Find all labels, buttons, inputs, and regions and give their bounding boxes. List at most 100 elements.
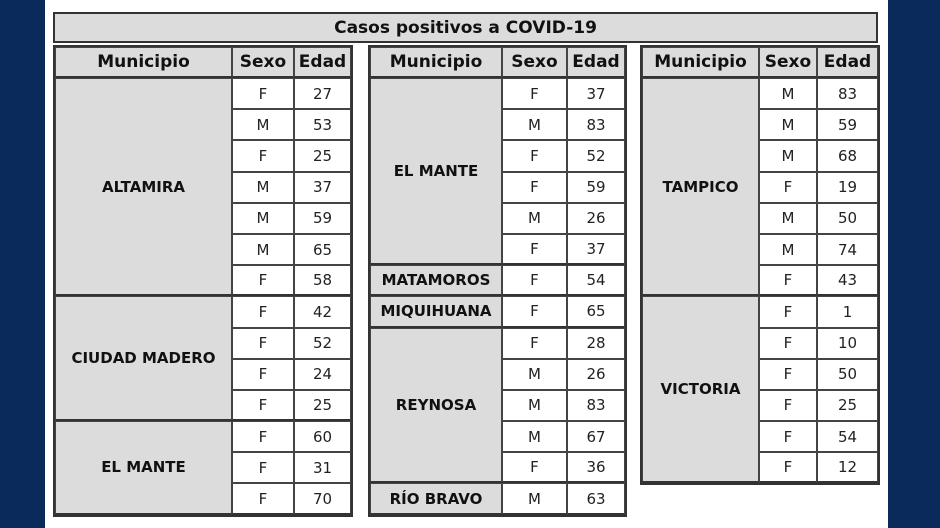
edad-cell: 68: [817, 140, 878, 172]
sexo-cell: F: [232, 140, 294, 172]
header-municipio: Municipio: [55, 47, 232, 78]
edad-cell: 65: [567, 296, 625, 328]
sexo-cell: F: [232, 327, 294, 359]
sexo-cell: M: [502, 389, 567, 422]
municipio-cell: RÍO BRAVO: [370, 483, 502, 515]
sexo-cell: M: [232, 202, 294, 234]
sexo-cell: F: [232, 78, 294, 110]
sexo-cell: F: [232, 389, 294, 422]
edad-cell: 59: [294, 202, 351, 234]
edad-cell: 26: [567, 358, 625, 390]
municipio-cell: MATAMOROS: [370, 265, 502, 297]
edad-cell: 10: [817, 327, 878, 359]
header-edad: Edad: [567, 47, 625, 78]
municipio-cell: REYNOSA: [370, 327, 502, 484]
municipio-cell: TAMPICO: [642, 78, 759, 297]
municipio-cell: ALTAMIRA: [55, 78, 232, 297]
sexo-cell: F: [759, 171, 817, 203]
municipio-cell: CIUDAD MADERO: [55, 296, 232, 422]
edad-cell: 37: [294, 171, 351, 203]
sexo-cell: M: [759, 109, 817, 141]
sexo-cell: F: [232, 358, 294, 390]
sexo-cell: F: [502, 233, 567, 266]
edad-cell: 37: [567, 233, 625, 266]
municipio-cell: MIQUIHUANA: [370, 296, 502, 328]
edad-cell: 65: [294, 233, 351, 266]
edad-cell: 27: [294, 78, 351, 110]
cases-table-left: Municipio Sexo Edad ALTAMIRA F 27 M 53 F 25 M 37 M 59…: [53, 45, 353, 517]
edad-cell: 52: [567, 140, 625, 172]
sexo-cell: M: [232, 171, 294, 203]
sexo-cell: F: [502, 140, 567, 172]
header-sexo: Sexo: [502, 47, 567, 78]
edad-cell: 59: [567, 171, 625, 203]
sexo-cell: F: [232, 296, 294, 328]
sexo-cell: F: [759, 389, 817, 422]
municipio-cell: VICTORIA: [642, 296, 759, 484]
edad-cell: 52: [294, 327, 351, 359]
edad-cell: 53: [294, 109, 351, 141]
cases-table-middle: Municipio Sexo Edad EL MANTE F 37 M 83 F 52 F 59 M 26…: [368, 45, 627, 517]
edad-cell: 74: [817, 233, 878, 266]
edad-cell: 50: [817, 202, 878, 234]
cases-table-right: Municipio Sexo Edad TAMPICO M 83 M 59 M 68 F 19 M 50 M…: [640, 45, 880, 486]
municipio-cell: EL MANTE: [55, 421, 232, 515]
header-edad: Edad: [294, 47, 351, 78]
header-municipio: Municipio: [642, 47, 759, 78]
sexo-cell: M: [759, 202, 817, 234]
sexo-cell: F: [759, 452, 817, 484]
sexo-cell: F: [502, 78, 567, 110]
edad-cell: 26: [567, 202, 625, 234]
municipio-cell: EL MANTE: [370, 78, 502, 266]
sexo-cell: F: [232, 265, 294, 297]
sexo-cell: M: [759, 78, 817, 110]
edad-cell: 63: [567, 483, 625, 515]
edad-cell: 58: [294, 265, 351, 297]
sexo-cell: F: [759, 421, 817, 453]
edad-cell: 1: [817, 296, 878, 328]
edad-cell: 36: [567, 452, 625, 484]
edad-cell: 83: [817, 78, 878, 110]
sexo-cell: F: [232, 421, 294, 453]
sexo-cell: M: [502, 358, 567, 390]
edad-cell: 50: [817, 358, 878, 390]
edad-cell: 83: [567, 389, 625, 422]
edad-cell: 43: [817, 265, 878, 297]
sexo-cell: F: [502, 452, 567, 484]
sexo-cell: M: [759, 140, 817, 172]
header-sexo: Sexo: [759, 47, 817, 78]
header-sexo: Sexo: [232, 47, 294, 78]
sexo-cell: F: [759, 296, 817, 328]
edad-cell: 54: [567, 265, 625, 297]
edad-cell: 25: [294, 389, 351, 422]
sexo-cell: F: [232, 483, 294, 515]
sexo-cell: F: [759, 265, 817, 297]
edad-cell: 12: [817, 452, 878, 484]
edad-cell: 19: [817, 171, 878, 203]
sexo-cell: M: [502, 483, 567, 515]
header-municipio: Municipio: [370, 47, 502, 78]
edad-cell: 70: [294, 483, 351, 515]
edad-cell: 83: [567, 109, 625, 141]
sexo-cell: F: [502, 327, 567, 359]
sexo-cell: M: [502, 109, 567, 141]
sexo-cell: F: [759, 327, 817, 359]
edad-cell: 31: [294, 452, 351, 484]
sexo-cell: F: [502, 265, 567, 297]
edad-cell: 24: [294, 358, 351, 390]
sexo-cell: F: [232, 452, 294, 484]
edad-cell: 54: [817, 421, 878, 453]
header-edad: Edad: [817, 47, 878, 78]
sexo-cell: F: [502, 171, 567, 203]
sexo-cell: M: [232, 233, 294, 266]
sexo-cell: M: [502, 421, 567, 453]
edad-cell: 37: [567, 78, 625, 110]
sexo-cell: M: [759, 233, 817, 266]
sexo-cell: M: [502, 202, 567, 234]
edad-cell: 67: [567, 421, 625, 453]
sexo-cell: F: [759, 358, 817, 390]
edad-cell: 25: [294, 140, 351, 172]
sexo-cell: M: [232, 109, 294, 141]
edad-cell: 42: [294, 296, 351, 328]
sexo-cell: F: [502, 296, 567, 328]
